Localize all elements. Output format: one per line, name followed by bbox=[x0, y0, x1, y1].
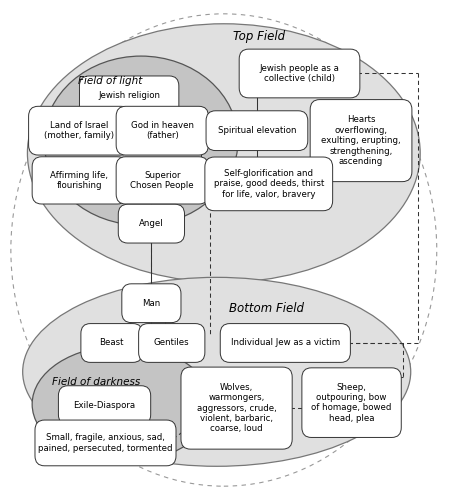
FancyBboxPatch shape bbox=[206, 111, 308, 150]
Text: Bottom Field: Bottom Field bbox=[229, 302, 304, 315]
Text: God in heaven
(father): God in heaven (father) bbox=[131, 121, 194, 141]
Text: Angel: Angel bbox=[139, 219, 164, 228]
FancyBboxPatch shape bbox=[29, 106, 130, 155]
Text: Man: Man bbox=[142, 298, 160, 308]
Text: Field of darkness: Field of darkness bbox=[52, 378, 140, 388]
Text: Self-glorification and
praise, good deeds, thirst
for life, valor, bravery: Self-glorification and praise, good deed… bbox=[214, 169, 324, 199]
FancyBboxPatch shape bbox=[81, 324, 142, 362]
FancyBboxPatch shape bbox=[181, 367, 292, 449]
Text: Jewish people as a
collective (child): Jewish people as a collective (child) bbox=[259, 64, 339, 83]
Text: Individual Jew as a victim: Individual Jew as a victim bbox=[231, 338, 340, 347]
Text: Affirming life,
flourishing: Affirming life, flourishing bbox=[50, 170, 109, 190]
FancyBboxPatch shape bbox=[220, 324, 350, 362]
Ellipse shape bbox=[28, 24, 420, 282]
Text: Gentiles: Gentiles bbox=[154, 338, 189, 347]
Ellipse shape bbox=[23, 278, 411, 466]
Ellipse shape bbox=[11, 14, 437, 486]
Text: Hearts
overflowing,
exulting, erupting,
strengthening,
ascending: Hearts overflowing, exulting, erupting, … bbox=[321, 116, 401, 166]
Text: Spiritual elevation: Spiritual elevation bbox=[218, 126, 296, 135]
Text: Superior
Chosen People: Superior Chosen People bbox=[130, 170, 194, 190]
Text: Wolves,
warmongers,
aggressors, crude,
violent, barbaric,
coarse, loud: Wolves, warmongers, aggressors, crude, v… bbox=[197, 383, 277, 434]
Ellipse shape bbox=[32, 346, 212, 463]
Text: Jewish religion: Jewish religion bbox=[98, 92, 160, 100]
FancyBboxPatch shape bbox=[118, 204, 185, 243]
FancyBboxPatch shape bbox=[302, 368, 401, 438]
Text: Field of light: Field of light bbox=[78, 76, 142, 86]
Ellipse shape bbox=[44, 56, 238, 225]
Text: Top Field: Top Field bbox=[233, 30, 285, 43]
Text: Sheep,
outpouring, bow
of homage, bowed
head, plea: Sheep, outpouring, bow of homage, bowed … bbox=[311, 382, 392, 422]
FancyBboxPatch shape bbox=[35, 420, 176, 466]
Text: Exile-Diaspora: Exile-Diaspora bbox=[73, 400, 136, 409]
FancyBboxPatch shape bbox=[310, 100, 412, 182]
FancyBboxPatch shape bbox=[122, 284, 181, 323]
FancyBboxPatch shape bbox=[205, 157, 333, 210]
Text: Beast: Beast bbox=[99, 338, 124, 347]
FancyBboxPatch shape bbox=[139, 324, 205, 362]
FancyBboxPatch shape bbox=[116, 157, 208, 204]
FancyBboxPatch shape bbox=[116, 106, 208, 155]
FancyBboxPatch shape bbox=[239, 49, 360, 98]
FancyBboxPatch shape bbox=[59, 386, 151, 424]
FancyBboxPatch shape bbox=[32, 157, 127, 204]
Text: Land of Israel
(mother, family): Land of Israel (mother, family) bbox=[44, 121, 114, 141]
FancyBboxPatch shape bbox=[79, 76, 179, 116]
Text: Small, fragile, anxious, sad,
pained, persecuted, tormented: Small, fragile, anxious, sad, pained, pe… bbox=[38, 433, 173, 452]
